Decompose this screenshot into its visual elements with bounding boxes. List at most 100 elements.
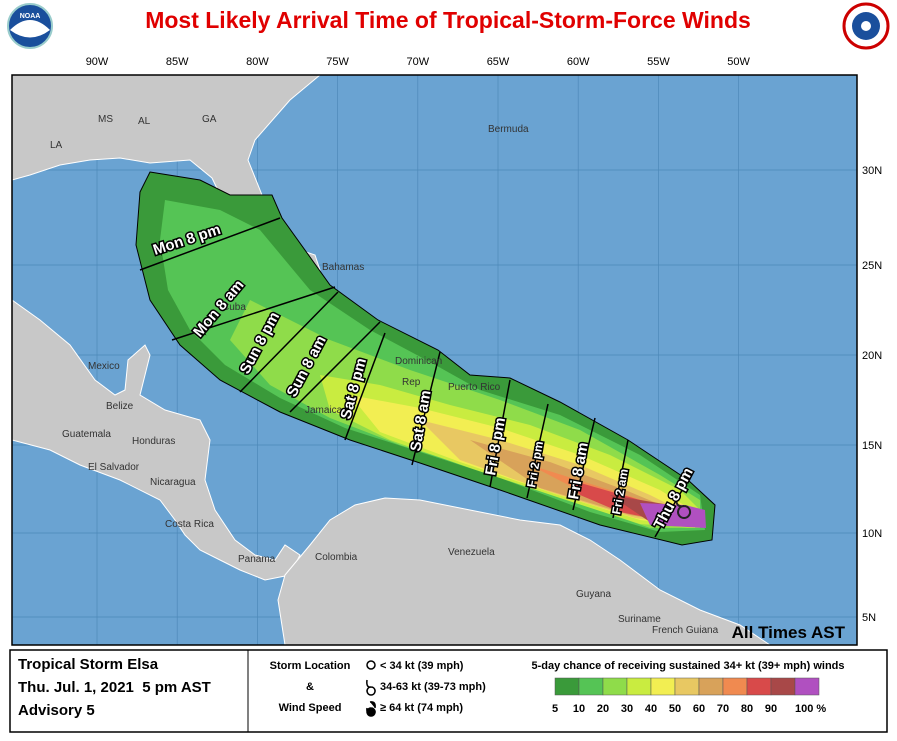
scale-swatch xyxy=(554,677,580,696)
south-america xyxy=(277,497,771,645)
place-label: Venezuela xyxy=(448,547,495,558)
place-label: LA xyxy=(50,140,63,151)
scale-label: 90 xyxy=(765,703,777,715)
storm-name: Tropical Storm Elsa xyxy=(18,656,159,673)
longitude-label: 85W xyxy=(166,56,189,68)
place-label: Puerto Rico xyxy=(448,382,501,393)
place-label: AL xyxy=(138,116,151,127)
scale-swatch xyxy=(770,677,796,696)
scale-label: 10 xyxy=(573,703,585,715)
isochrone-line xyxy=(344,332,386,441)
longitude-label: 70W xyxy=(406,56,429,68)
scale-swatch xyxy=(722,677,748,696)
scale-label: 20 xyxy=(597,703,609,715)
symbol-label: 34-63 kt (39-73 mph) xyxy=(380,681,486,693)
symbol-label: < 34 kt (39 mph) xyxy=(380,660,464,672)
scale-label: 40 xyxy=(645,703,657,715)
place-label: French Guiana xyxy=(652,625,719,636)
isochrone-line xyxy=(526,403,549,499)
isochrone-line xyxy=(171,286,336,341)
latitude-label: 20N xyxy=(862,350,882,362)
symbol-depression xyxy=(366,660,376,670)
place-label: GA xyxy=(202,114,217,125)
scale-swatch xyxy=(794,677,820,696)
scale-label: 70 xyxy=(717,703,729,715)
longitude-label: 90W xyxy=(86,56,109,68)
latitude-label: 5N xyxy=(862,612,876,624)
longitude-label: 75W xyxy=(326,56,349,68)
symbol-hurricane xyxy=(366,701,376,717)
place-label: El Salvador xyxy=(88,462,140,473)
place-label: Honduras xyxy=(132,436,175,447)
place-label: Jamaica xyxy=(305,405,343,416)
place-label: Guatemala xyxy=(62,429,111,440)
isochrone-line xyxy=(411,351,441,466)
scale-label: 80 xyxy=(741,703,753,715)
place-label: Nicaragua xyxy=(150,477,196,488)
longitude-label: 65W xyxy=(487,56,510,68)
longitude-label: 55W xyxy=(647,56,670,68)
legend: Tropical Storm Elsa Thu. Jul. 1, 2021 5 … xyxy=(9,649,888,733)
latitude-label: 30N xyxy=(862,165,882,177)
place-label: Guyana xyxy=(576,589,611,600)
isochrone-line xyxy=(654,479,689,538)
central-america xyxy=(12,299,301,581)
scale-title: 5-day chance of receiving sustained 34+ … xyxy=(532,660,845,672)
place-label: Dominican xyxy=(395,356,442,367)
place-label: Belize xyxy=(106,401,134,412)
isochrones xyxy=(139,217,689,538)
title: Most Likely Arrival Time of Tropical-Sto… xyxy=(145,7,751,33)
place-label: Bermuda xyxy=(488,124,529,135)
scale-label: 60 xyxy=(693,703,705,715)
advisory-date: Thu. Jul. 1, 2021 5 pm AST xyxy=(18,679,211,696)
isochrone-line xyxy=(612,439,629,519)
longitude-label: 80W xyxy=(246,56,269,68)
place-label: Bahamas xyxy=(322,262,364,273)
map: MS AL GA LA Bermuda Bahamas Cuba Mexico … xyxy=(11,56,883,646)
coordinate-labels: 90W 85W 80W 75W 70W 65W 60W 55W 50W 30N 25N 20N 15N 1… xyxy=(86,56,883,624)
symbol-storm xyxy=(366,679,376,696)
legend-label: Wind Speed xyxy=(279,702,342,714)
scale-swatch xyxy=(746,677,772,696)
longitude-label: 60W xyxy=(567,56,590,68)
isochrone-line xyxy=(289,321,381,413)
scale-label: 30 xyxy=(621,703,633,715)
color-scale: 5 10 20 30 40 50 60 70 80 90 100 % xyxy=(552,677,826,715)
scale-swatch xyxy=(626,677,652,696)
scale-swatch xyxy=(674,677,700,696)
scale-swatch xyxy=(698,677,724,696)
noaa-logo: NOAA xyxy=(7,3,53,49)
latitude-label: 15N xyxy=(862,440,882,452)
scale-swatch xyxy=(578,677,604,696)
scale-label: 50 xyxy=(669,703,681,715)
latitude-label: 25N xyxy=(862,260,882,272)
symbol-label: ≥ 64 kt (74 mph) xyxy=(380,702,463,714)
scale-label: 100 % xyxy=(795,703,826,715)
isochrone-line xyxy=(239,291,339,393)
place-label: Colombia xyxy=(315,552,358,563)
advisory-number: Advisory 5 xyxy=(18,702,95,719)
scale-swatch xyxy=(650,677,676,696)
place-label: Rep xyxy=(402,377,421,388)
nws-logo xyxy=(842,2,890,50)
probability-swath xyxy=(135,171,716,546)
longitude-label: 50W xyxy=(727,56,750,68)
place-label: MS xyxy=(98,114,113,125)
legend-label: Storm Location xyxy=(270,660,351,672)
isochrone-line xyxy=(572,417,596,511)
storm-symbol xyxy=(675,497,692,519)
place-label: Cuba xyxy=(222,302,246,313)
isochrone-line xyxy=(489,379,511,488)
map-frame xyxy=(11,74,858,646)
isochrone-line xyxy=(139,217,281,271)
legend-label: & xyxy=(306,681,314,693)
place-label: Suriname xyxy=(618,614,661,625)
place-label: Mexico xyxy=(88,361,120,372)
latitude-label: 10N xyxy=(862,528,882,540)
times-note: All Times AST xyxy=(732,623,846,642)
scale-swatch xyxy=(602,677,628,696)
scale-label: 5 xyxy=(552,703,558,715)
place-label: Costa Rica xyxy=(165,519,214,530)
place-label: Panama xyxy=(238,554,276,565)
